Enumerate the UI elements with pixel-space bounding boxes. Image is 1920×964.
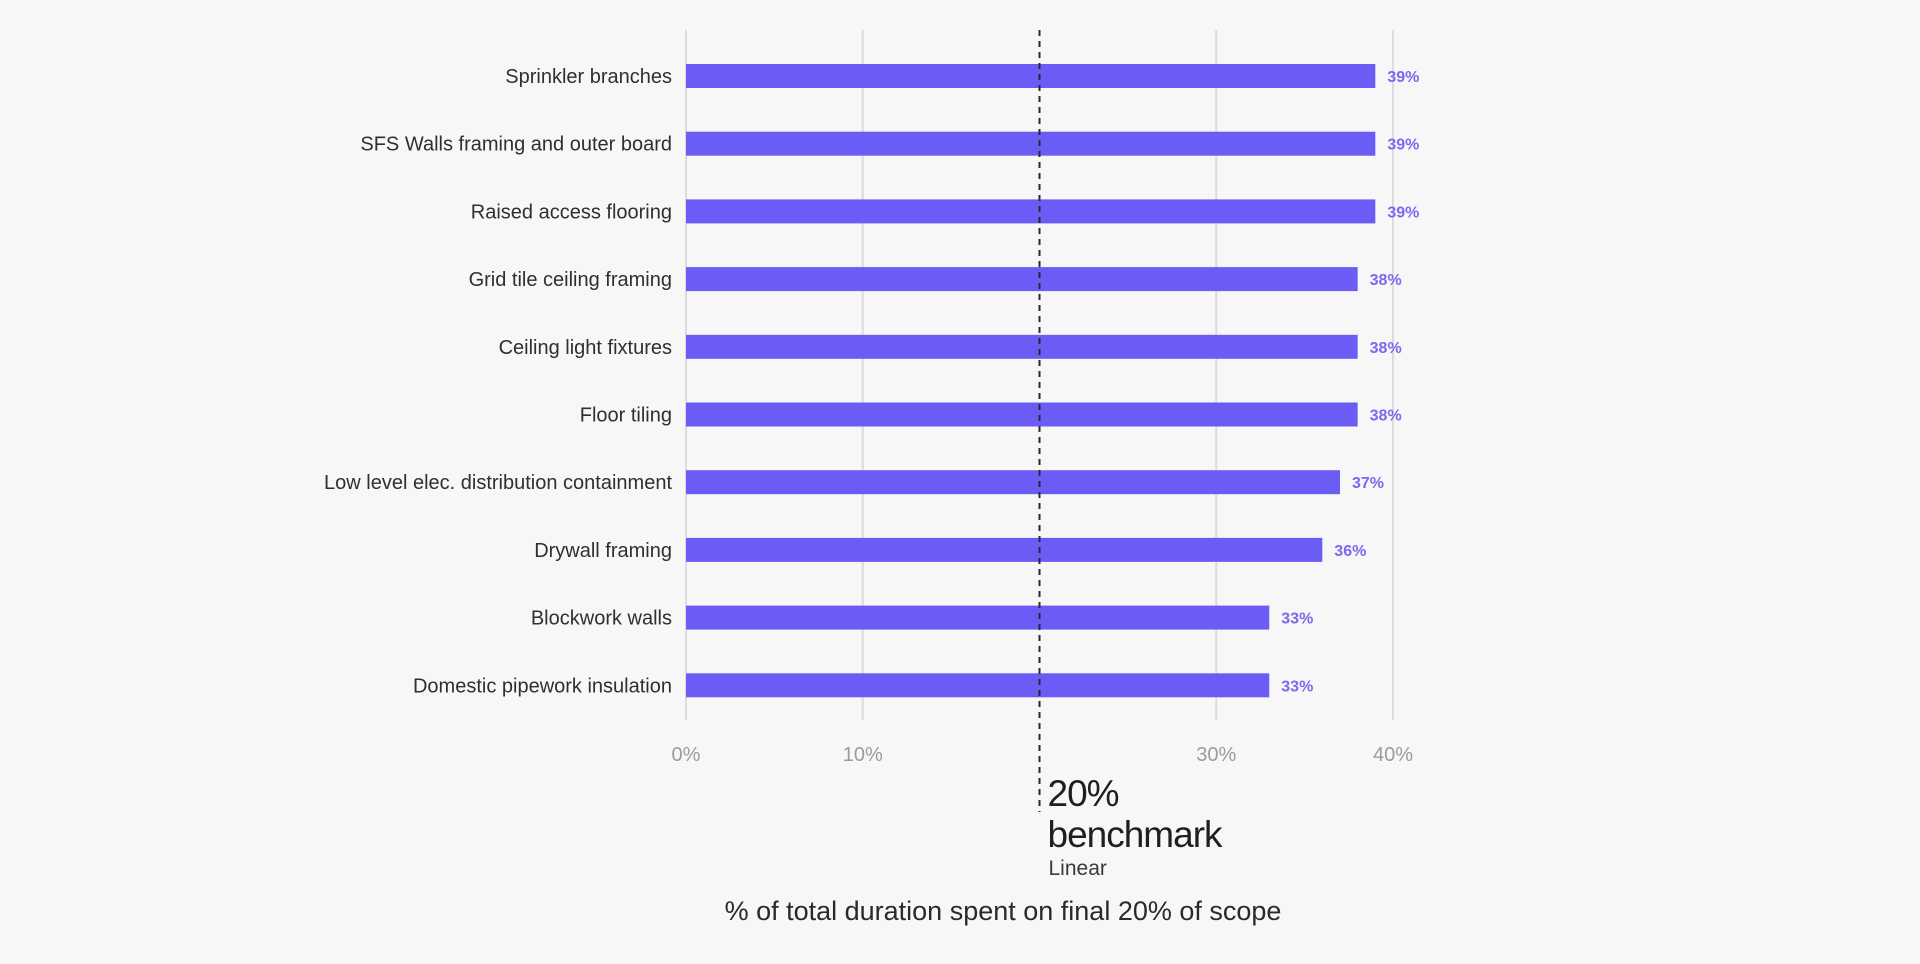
value-label-9: 33%: [1281, 678, 1313, 695]
bar-6: [686, 470, 1340, 495]
value-label-6: 37%: [1352, 475, 1384, 492]
x-tick-label-40: 40%: [1373, 744, 1413, 766]
bar-3: [686, 267, 1358, 292]
category-label-4: Ceiling light fixtures: [499, 337, 672, 359]
value-label-8: 33%: [1281, 611, 1313, 628]
category-label-0: Sprinkler branches: [505, 66, 672, 88]
category-label-3: Grid tile ceiling framing: [469, 269, 672, 291]
category-label-5: Floor tiling: [580, 405, 672, 427]
benchmark-name-label: benchmark: [1048, 814, 1224, 855]
bar-4: [686, 334, 1358, 359]
category-label-9: Domestic pipework insulation: [413, 675, 672, 697]
label-layer: 0% 10% 30% 40% Sprinkler branches 39% SFS Wall…: [324, 66, 1419, 766]
value-label-7: 36%: [1334, 543, 1366, 560]
category-label-8: Blockwork walls: [531, 608, 672, 630]
category-label-2: Raised access flooring: [471, 201, 672, 223]
bar-0: [686, 64, 1376, 88]
value-label-1: 39%: [1387, 137, 1419, 154]
value-label-4: 38%: [1370, 340, 1402, 357]
benchmark-value-label: 20%: [1048, 773, 1119, 814]
bar-5: [686, 402, 1358, 427]
category-label-1: SFS Walls framing and outer board: [360, 134, 672, 156]
bar-8: [686, 605, 1270, 630]
bar-7: [686, 537, 1323, 562]
bar-1: [686, 131, 1376, 156]
benchmark-sublabel: Linear: [1049, 857, 1107, 880]
bar-9: [686, 673, 1270, 698]
bar-2: [686, 199, 1376, 224]
category-label-7: Drywall framing: [534, 540, 672, 562]
category-label-6: Low level elec. distribution containment: [324, 472, 672, 494]
benchmark-layer: 20% benchmark Linear: [1038, 30, 1224, 880]
x-tick-label-0: 0%: [672, 744, 701, 766]
value-label-0: 39%: [1387, 69, 1419, 86]
x-tick-label-10: 10%: [843, 744, 883, 766]
value-label-5: 38%: [1370, 408, 1402, 425]
value-label-2: 39%: [1387, 204, 1419, 221]
value-label-3: 38%: [1370, 272, 1402, 289]
x-axis-title: % of total duration spent on final 20% o…: [725, 896, 1282, 926]
bar-layer: [686, 64, 1376, 698]
x-tick-label-30: 30%: [1196, 744, 1236, 766]
